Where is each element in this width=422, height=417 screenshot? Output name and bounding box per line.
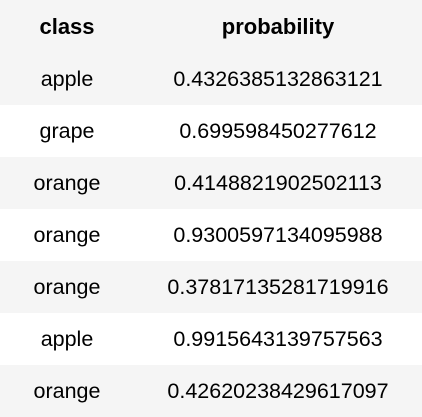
table-row: grape 0.699598450277612 bbox=[0, 105, 422, 157]
table-row: orange 0.9300597134095988 bbox=[0, 209, 422, 261]
probability-cell: 0.42620238429617097 bbox=[134, 365, 422, 417]
table-body: apple 0.4326385132863121 grape 0.6995984… bbox=[0, 53, 422, 417]
probability-cell: 0.37817135281719916 bbox=[134, 261, 422, 313]
class-cell: orange bbox=[0, 365, 134, 417]
header-row: class probability bbox=[0, 0, 422, 53]
probability-cell: 0.9915643139757563 bbox=[134, 313, 422, 365]
class-cell: orange bbox=[0, 209, 134, 261]
probability-cell: 0.4148821902502113 bbox=[134, 157, 422, 209]
column-header-probability: probability bbox=[134, 0, 422, 53]
column-header-class: class bbox=[0, 0, 134, 53]
class-cell: orange bbox=[0, 157, 134, 209]
table-row: apple 0.4326385132863121 bbox=[0, 53, 422, 105]
probability-cell: 0.699598450277612 bbox=[134, 105, 422, 157]
table-row: orange 0.4148821902502113 bbox=[0, 157, 422, 209]
table-header: class probability bbox=[0, 0, 422, 53]
table-row: apple 0.9915643139757563 bbox=[0, 313, 422, 365]
probability-cell: 0.4326385132863121 bbox=[134, 53, 422, 105]
class-cell: orange bbox=[0, 261, 134, 313]
table-row: orange 0.37817135281719916 bbox=[0, 261, 422, 313]
table-row: orange 0.42620238429617097 bbox=[0, 365, 422, 417]
probability-cell: 0.9300597134095988 bbox=[134, 209, 422, 261]
class-cell: grape bbox=[0, 105, 134, 157]
class-cell: apple bbox=[0, 53, 134, 105]
class-cell: apple bbox=[0, 313, 134, 365]
